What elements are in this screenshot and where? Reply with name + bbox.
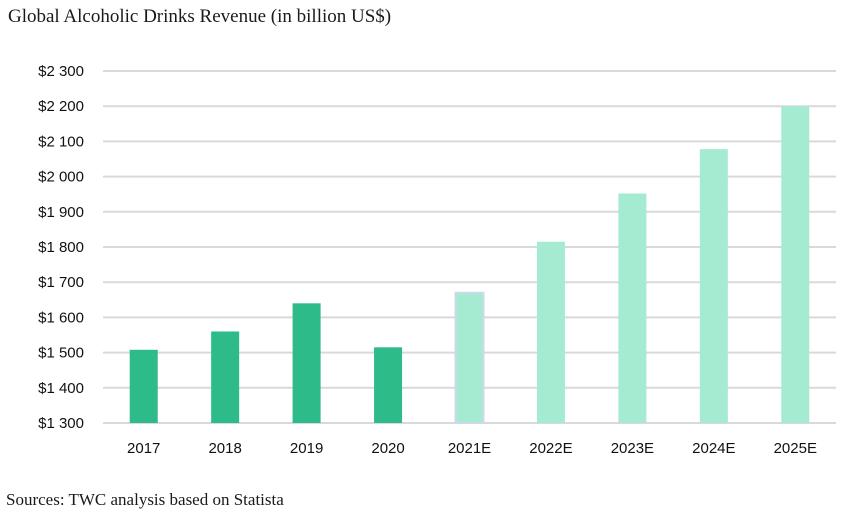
bar bbox=[699, 149, 728, 424]
y-tick-label: $1 600 bbox=[38, 309, 84, 326]
bar bbox=[129, 349, 158, 423]
x-tick-label: 2020 bbox=[371, 440, 404, 457]
x-tick-label: 2024E bbox=[692, 440, 735, 457]
y-tick-label: $1 800 bbox=[38, 239, 84, 256]
bar bbox=[781, 106, 810, 423]
y-tick-label: $2 200 bbox=[38, 98, 84, 115]
bar bbox=[292, 303, 321, 423]
bar bbox=[536, 241, 565, 423]
y-tick-label: $1 700 bbox=[38, 274, 84, 291]
x-tick-label: 2017 bbox=[127, 440, 160, 457]
bar bbox=[211, 331, 240, 423]
x-tick-label: 2021E bbox=[448, 440, 491, 457]
x-tick-label: 2022E bbox=[529, 440, 572, 457]
source-note: Sources: TWC analysis based on Statista bbox=[6, 490, 284, 509]
x-tick-label: 2025E bbox=[774, 440, 817, 457]
y-tick-label: $2 000 bbox=[38, 169, 84, 186]
bar bbox=[454, 291, 485, 425]
y-tick-label: $1 300 bbox=[38, 415, 84, 432]
y-tick-label: $1 500 bbox=[38, 345, 84, 362]
bar bbox=[374, 347, 403, 423]
bar bbox=[618, 193, 647, 423]
y-axis: $1 300 $1 400 $1 500 $1 600 $1 700 $1 800 $1 9… bbox=[38, 63, 84, 432]
x-axis: 2017 2018 2019 2020 2021E 2022E 2023E 2024E 2025… bbox=[127, 440, 817, 457]
x-tick-label: 2018 bbox=[208, 440, 241, 457]
y-tick-label: $1 900 bbox=[38, 204, 84, 221]
x-tick-label: 2023E bbox=[611, 440, 654, 457]
y-tick-label: $1 400 bbox=[38, 380, 84, 397]
bars bbox=[129, 106, 810, 425]
x-tick-label: 2019 bbox=[290, 440, 323, 457]
chart-title: Global Alcoholic Drinks Revenue (in bill… bbox=[8, 6, 392, 27]
y-tick-label: $2 300 bbox=[38, 63, 84, 80]
y-tick-label: $2 100 bbox=[38, 133, 84, 150]
